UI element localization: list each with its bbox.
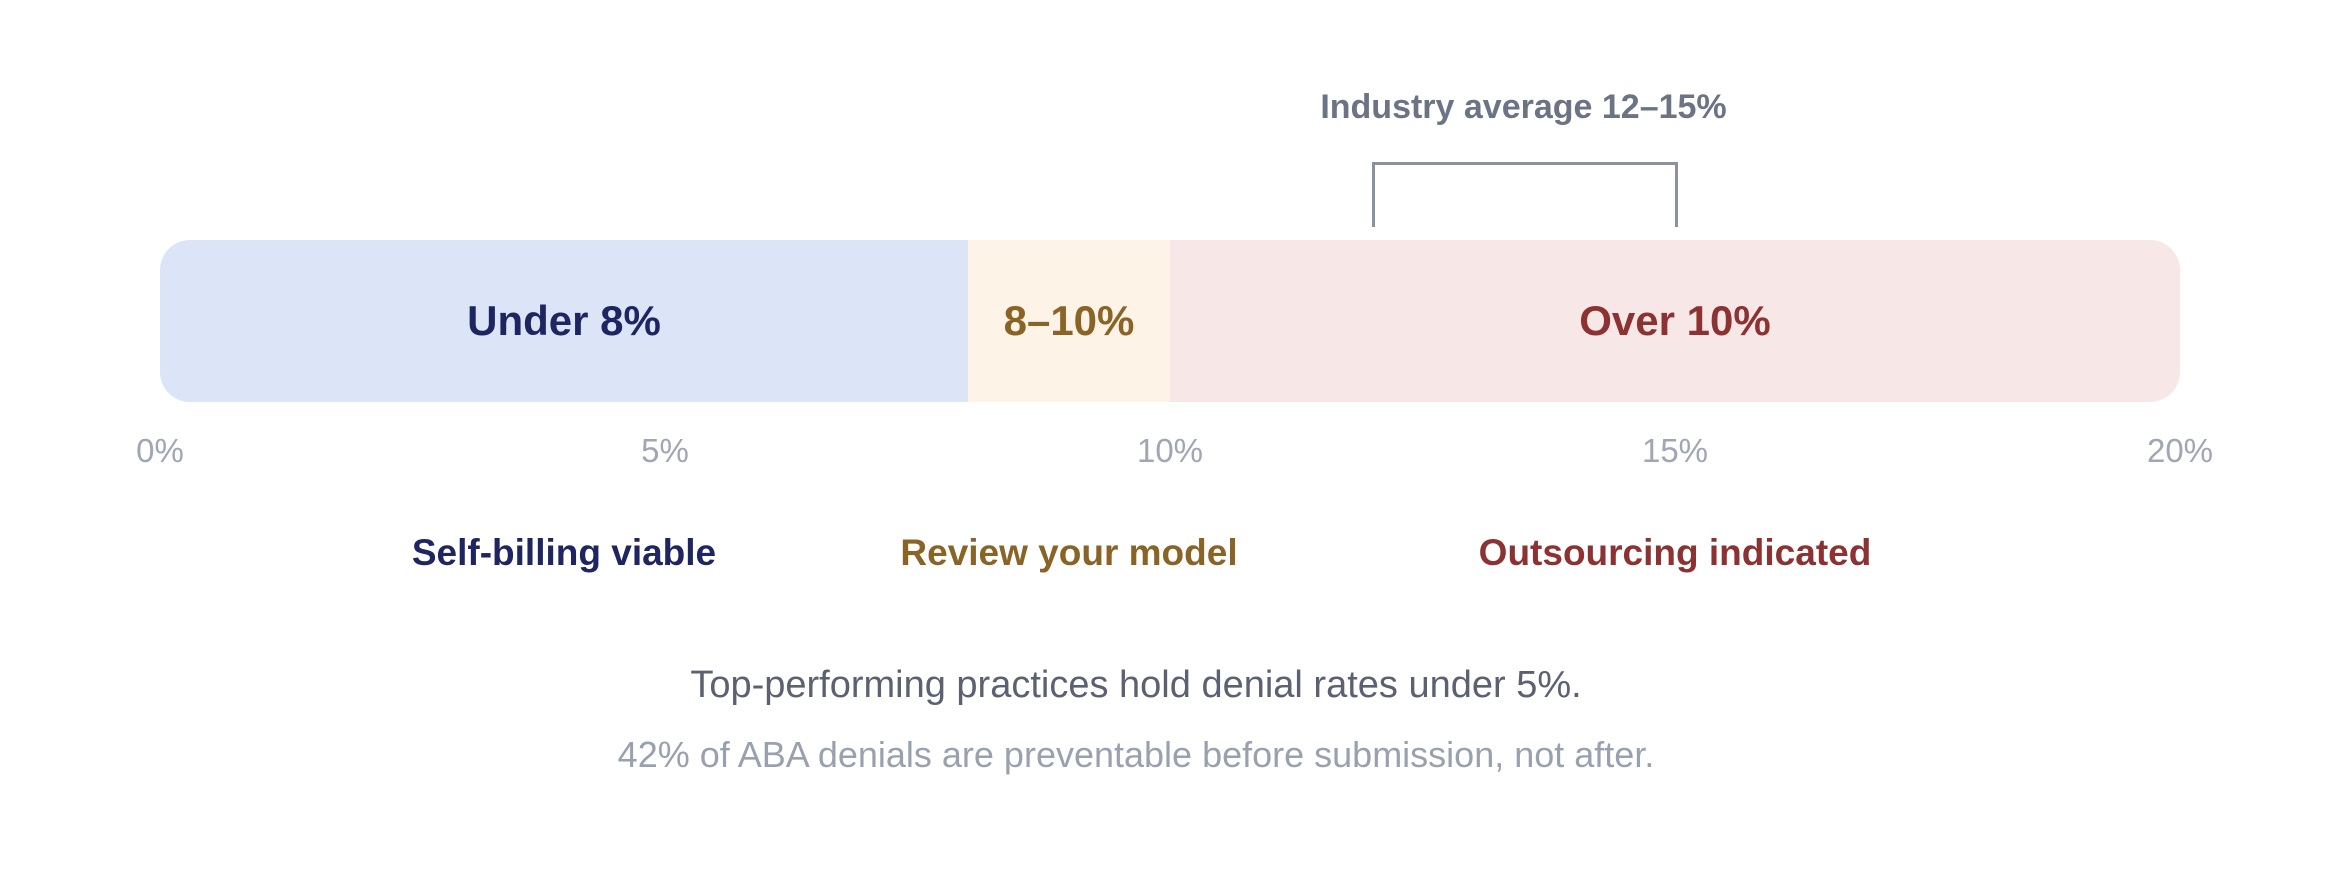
industry-average-bracket — [1372, 162, 1678, 227]
caption-review-your-model: Review your model — [900, 532, 1238, 573]
tick-20: 20% — [2146, 432, 2214, 469]
industry-average-label: Industry average 12–15% — [1320, 88, 1727, 126]
caption-outsourcing-indicated: Outsourcing indicated — [1478, 532, 1872, 573]
zone-under-8: Under 8% — [160, 240, 968, 402]
zone-8-to-10: 8–10% — [968, 240, 1170, 402]
denial-rate-bar: Under 8% 8–10% Over 10% — [160, 240, 2180, 402]
caption-self-billing-viable: Self-billing viable — [411, 532, 717, 573]
zone-8-to-10-label: 8–10% — [1003, 297, 1135, 344]
tick-10: 10% — [1136, 432, 1204, 469]
zone-over-10-label: Over 10% — [1579, 297, 1771, 344]
tick-5: 5% — [641, 432, 689, 469]
zone-under-8-label: Under 8% — [467, 297, 661, 344]
note-top-performing: Top-performing practices hold denial rat… — [690, 664, 1582, 706]
tick-15: 15% — [1641, 432, 1709, 469]
zone-over-10: Over 10% — [1170, 240, 2180, 402]
tick-0: 0% — [136, 432, 184, 469]
note-preventable-denials: 42% of ABA denials are preventable befor… — [617, 734, 1655, 775]
